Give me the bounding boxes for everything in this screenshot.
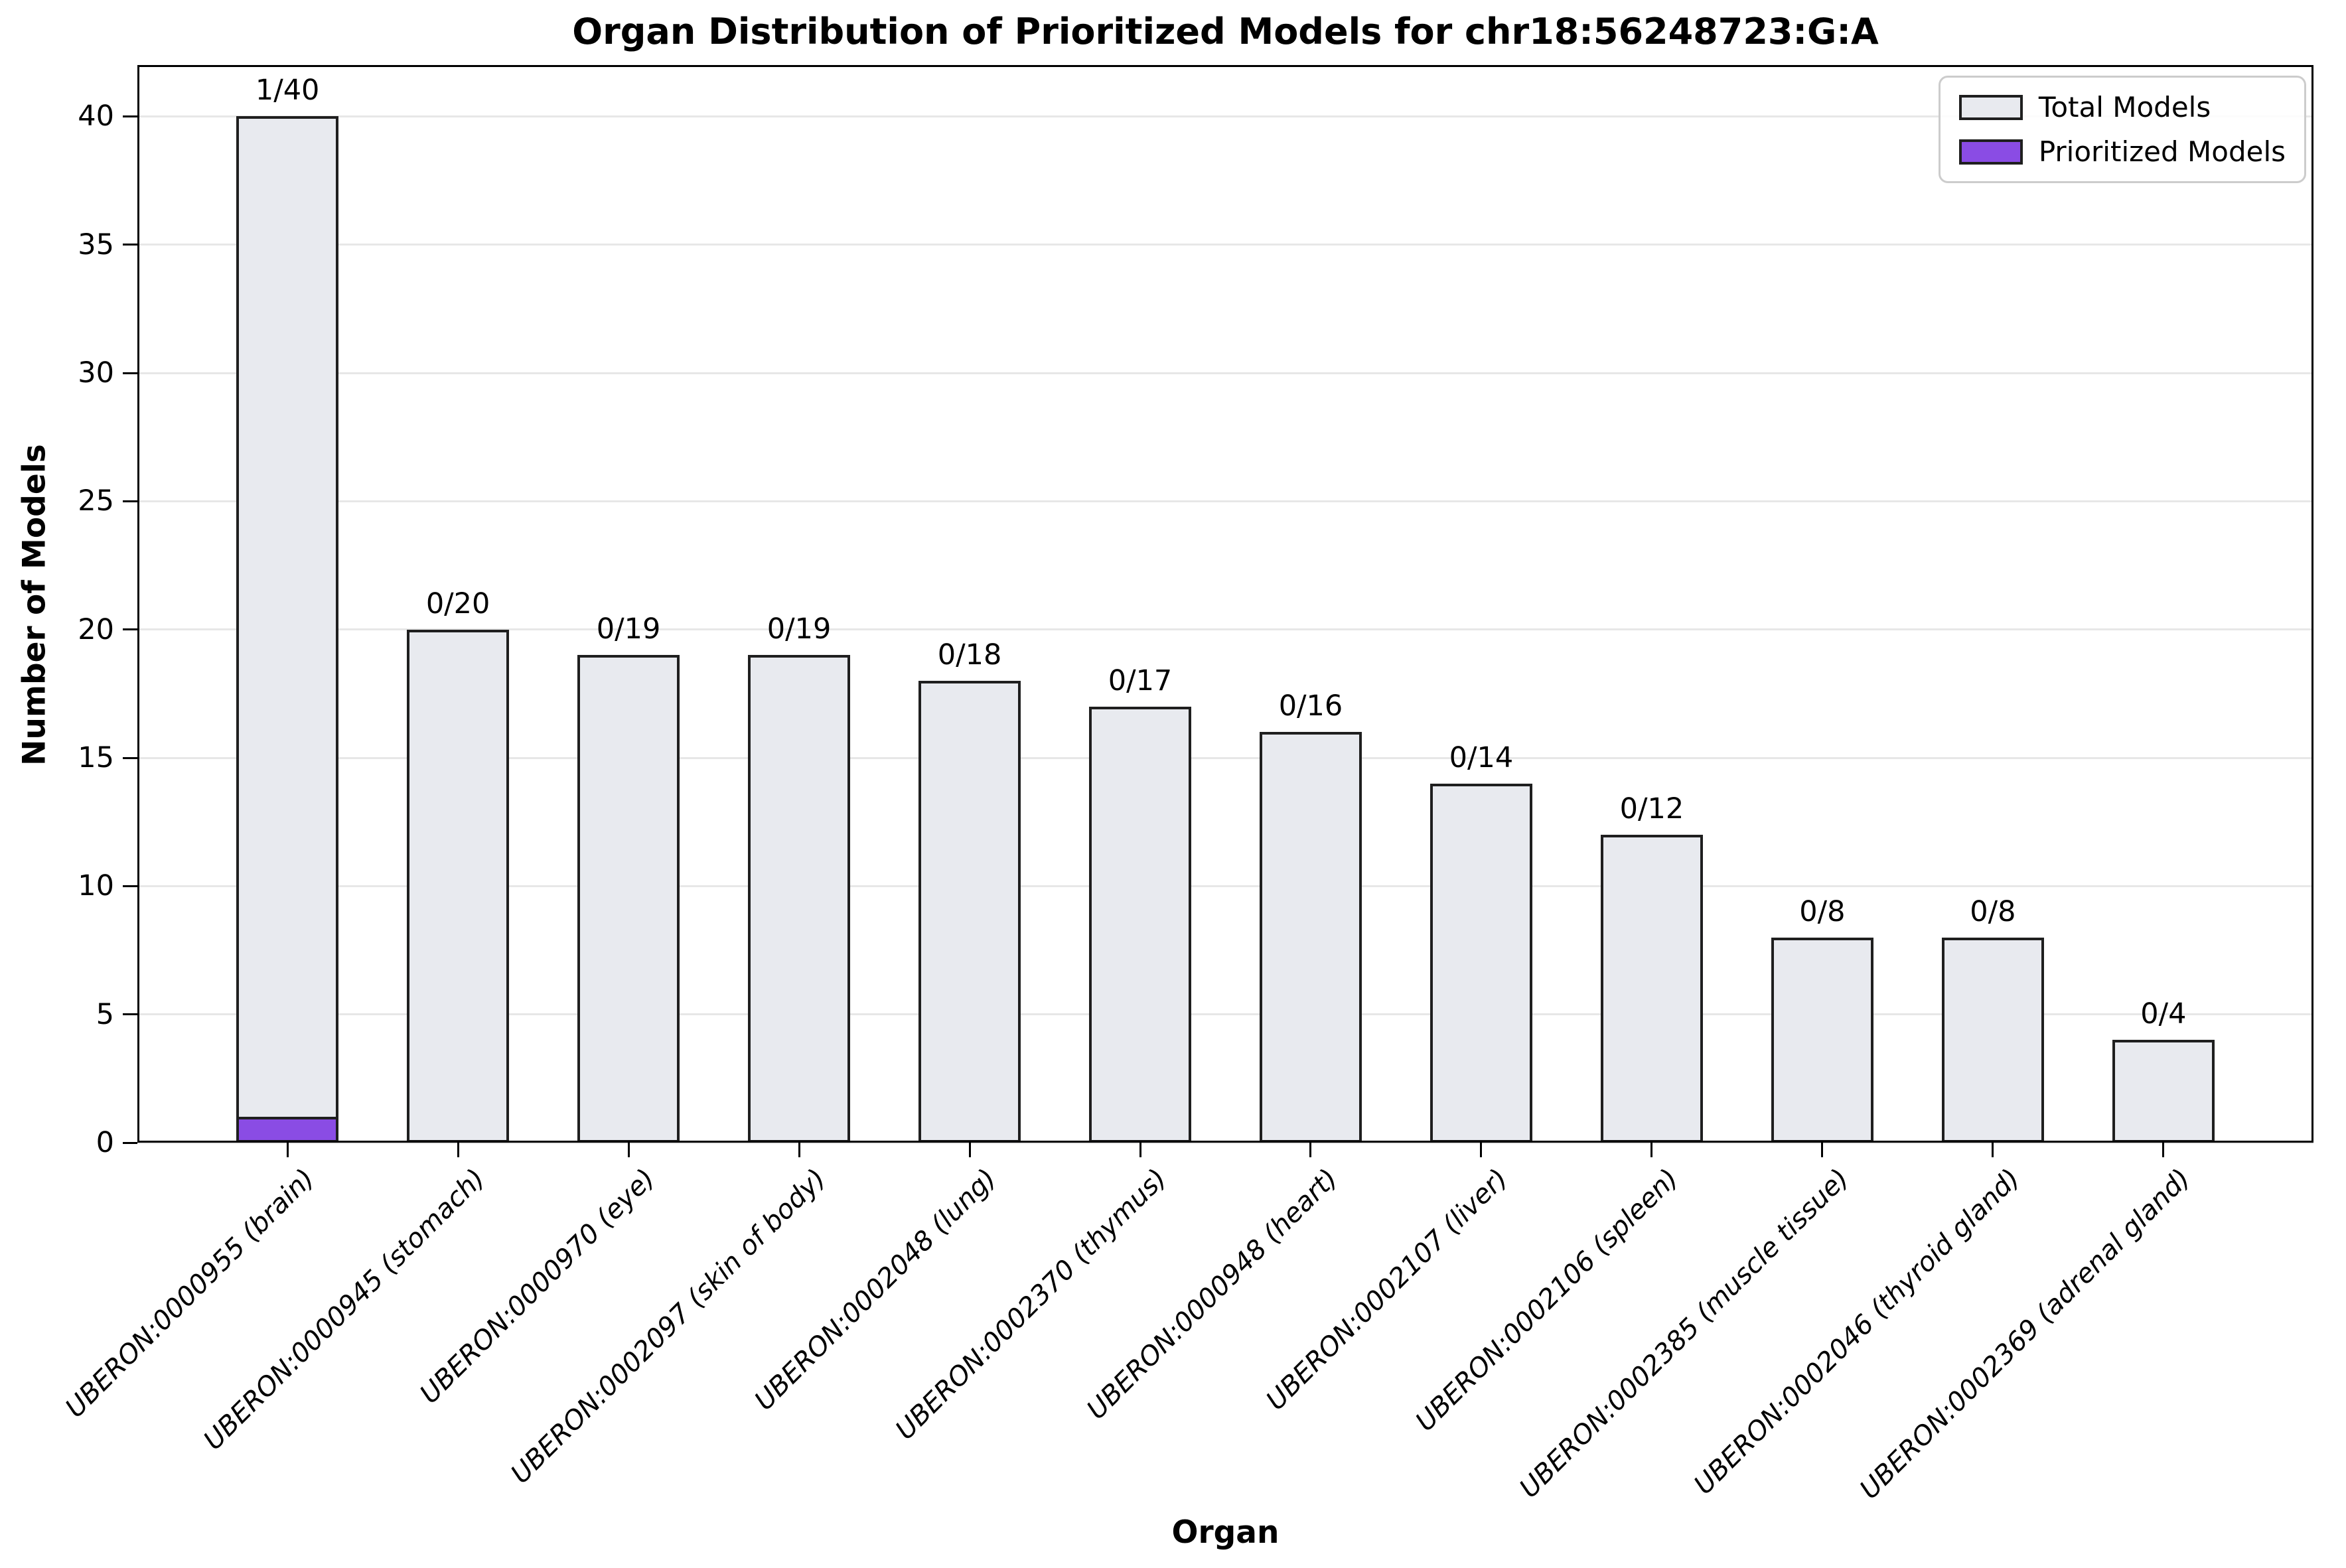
x-tick — [1309, 1143, 1312, 1157]
y-axis-label: Number of Models — [16, 444, 53, 766]
x-tick — [1821, 1143, 1824, 1157]
bar-total — [1089, 706, 1191, 1143]
x-tick — [457, 1143, 459, 1157]
gridline — [137, 1141, 2313, 1144]
y-tick — [123, 756, 137, 759]
chart-title: Organ Distribution of Prioritized Models… — [572, 11, 1879, 52]
y-tick — [123, 628, 137, 631]
x-tick — [286, 1143, 289, 1157]
y-tick-label: 25 — [78, 484, 114, 518]
y-tick — [123, 1141, 137, 1144]
y-tick — [123, 372, 137, 374]
x-axis-label: Organ — [1171, 1514, 1280, 1551]
x-tick — [2162, 1143, 2165, 1157]
legend-item-prioritized-models: Prioritized Models — [1958, 135, 2286, 168]
legend-label-total-models: Total Models — [2038, 91, 2211, 123]
x-tick-label: UBERON:0002369 (adrenal gland) — [1854, 1163, 2197, 1506]
bar-value-label: 0/14 — [1449, 741, 1514, 774]
gridline — [137, 372, 2313, 374]
bar-total — [748, 655, 851, 1143]
bar-value-label: 0/18 — [937, 638, 1002, 672]
bar-value-label: 0/8 — [1799, 894, 1846, 928]
y-tick-label: 15 — [78, 741, 114, 774]
bar-total — [577, 655, 680, 1143]
legend-item-total-models: Total Models — [1958, 91, 2286, 123]
x-tick — [798, 1143, 800, 1157]
x-tick — [968, 1143, 971, 1157]
bar-prioritized — [236, 1117, 339, 1143]
bar-total — [2112, 1040, 2215, 1143]
bar-total — [1771, 937, 1873, 1143]
y-tick-label: 20 — [78, 612, 114, 646]
x-tick — [1992, 1143, 1994, 1157]
x-tick — [1139, 1143, 1141, 1157]
bar-total — [1259, 732, 1362, 1143]
y-tick-label: 0 — [96, 1126, 114, 1159]
bar-total — [1430, 783, 1532, 1143]
gridline — [137, 500, 2313, 502]
bar-value-label: 0/19 — [767, 612, 832, 646]
bar-value-label: 0/8 — [1970, 894, 2016, 928]
bar-total — [236, 116, 339, 1143]
y-tick — [123, 244, 137, 246]
x-tick-label: UBERON:0002385 (muscle tissue) — [1514, 1163, 1856, 1504]
x-tick-label: UBERON:0002370 (thymus) — [890, 1163, 1173, 1446]
y-tick — [123, 500, 137, 502]
y-tick — [123, 1013, 137, 1016]
bar-value-label: 1/40 — [255, 74, 320, 107]
bar-value-label: 0/20 — [425, 587, 490, 620]
y-tick-label: 30 — [78, 356, 114, 390]
bar-total — [1941, 937, 2044, 1143]
x-tick — [627, 1143, 630, 1157]
legend-swatch-total-models — [1958, 94, 2023, 120]
legend-swatch-prioritized-models — [1958, 139, 2023, 165]
bar-total — [918, 681, 1021, 1143]
legend: Total Models Prioritized Models — [1938, 76, 2306, 183]
gridline — [137, 628, 2313, 631]
gridline — [137, 115, 2313, 117]
bar-value-label: 0/12 — [1619, 792, 1684, 825]
bar-total — [407, 629, 510, 1143]
x-tick-label: UBERON:0002046 (thyroid gland) — [1688, 1163, 2026, 1501]
y-tick-label: 35 — [78, 228, 114, 261]
bar-value-label: 0/17 — [1108, 664, 1173, 697]
gridline — [137, 244, 2313, 246]
y-tick-label: 5 — [96, 997, 114, 1031]
y-tick — [123, 115, 137, 117]
x-tick-label: UBERON:0002097 (skin of body) — [505, 1163, 832, 1490]
bar-total — [1600, 835, 1703, 1143]
gridline — [137, 756, 2313, 759]
bar-value-label: 0/19 — [596, 612, 661, 646]
gridline — [137, 885, 2313, 887]
legend-label-prioritized-models: Prioritized Models — [2038, 135, 2286, 168]
y-tick-label: 10 — [78, 869, 114, 903]
bar-value-label: 0/16 — [1278, 689, 1343, 723]
y-tick-label: 40 — [78, 100, 114, 133]
bar-value-label: 0/4 — [2140, 997, 2187, 1031]
x-tick — [1480, 1143, 1483, 1157]
gridline — [137, 1013, 2313, 1016]
y-tick — [123, 885, 137, 887]
x-tick-label: UBERON:0000945 (stomach) — [197, 1163, 491, 1457]
x-tick — [1650, 1143, 1653, 1157]
